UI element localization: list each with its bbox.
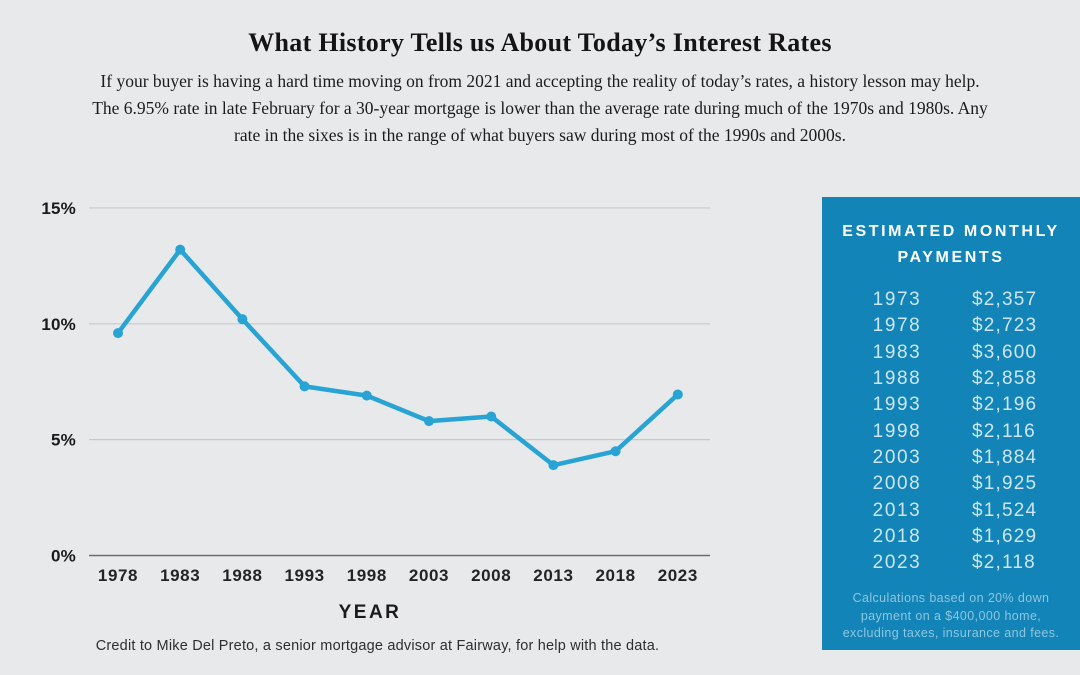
- x-tick-label: 1978: [98, 566, 138, 585]
- payment-year: 2018: [872, 525, 922, 547]
- y-tick-label: 5%: [51, 431, 76, 450]
- payments-panel-heading: ESTIMATED MONTHLY PAYMENTS: [842, 223, 1060, 266]
- payment-amount: $2,118: [972, 552, 1036, 574]
- payment-year: 1988: [872, 368, 922, 390]
- payment-row: 2018 $1,629: [822, 524, 1080, 550]
- x-tick-label: 1988: [222, 566, 262, 585]
- data-point-marker: [672, 389, 683, 400]
- data-point-marker: [299, 381, 310, 392]
- payment-row: 2008 $1,925: [822, 471, 1080, 497]
- interest-rate-line-chart: 0% 5% 10% 15% 1978 1983 1988 1993 1998 2003 2008 20…: [41, 199, 710, 585]
- payment-row: 1973 $2,357: [822, 287, 1080, 313]
- data-point-marker: [113, 328, 123, 339]
- page-subtitle: If your buyer is having a hard time movi…: [92, 71, 988, 145]
- payment-amount: $1,925: [972, 473, 1038, 495]
- payment-row: 2023 $2,118: [822, 550, 1080, 576]
- payment-year: 1998: [872, 420, 922, 442]
- rate-line-series: [115, 247, 681, 468]
- payment-amount: $1,524: [972, 499, 1038, 521]
- payment-year: 2008: [872, 473, 922, 495]
- payment-amount: $1,884: [972, 446, 1038, 468]
- payment-row: 1998 $2,116: [822, 418, 1080, 444]
- payment-row: 1988 $2,858: [822, 366, 1080, 392]
- data-point-marker: [237, 314, 248, 325]
- data-point-marker: [548, 460, 559, 471]
- payment-row: 1993 $2,196: [822, 392, 1080, 418]
- x-tick-label: 1998: [347, 566, 387, 585]
- payment-year: 1973: [872, 289, 922, 311]
- x-axis-title: YEAR: [338, 602, 402, 623]
- x-tick-label: 2003: [409, 566, 449, 585]
- x-tick-label: 2023: [658, 566, 698, 585]
- page-title: What History Tells us About Today’s Inte…: [248, 28, 832, 57]
- payment-year: 1983: [872, 341, 922, 363]
- data-point-marker: [610, 446, 621, 457]
- payment-year: 1978: [872, 315, 922, 337]
- payment-row: 2003 $1,884: [822, 445, 1080, 471]
- payment-row: 2013 $1,524: [822, 497, 1080, 523]
- payment-amount: $2,723: [972, 315, 1038, 337]
- x-tick-label: 1993: [284, 566, 324, 585]
- payment-row: 1978 $2,723: [822, 313, 1080, 339]
- data-point-marker: [486, 411, 497, 422]
- payment-year: 1993: [872, 394, 922, 416]
- payment-year: 2013: [872, 499, 922, 521]
- payments-panel: ESTIMATED MONTHLY PAYMENTS 1973 $2,357 197…: [822, 197, 1080, 650]
- data-point-marker: [424, 416, 434, 427]
- payment-amount: $2,196: [972, 394, 1038, 416]
- payment-year: 2003: [872, 446, 922, 468]
- y-tick-label: 0%: [51, 547, 76, 566]
- x-tick-label: 2008: [471, 566, 511, 585]
- payment-amount: $2,116: [972, 420, 1036, 442]
- credit-line: Credit to Mike Del Preto, a senior mortg…: [95, 638, 660, 654]
- payment-amount: $1,629: [972, 525, 1038, 547]
- y-tick-label: 10%: [41, 315, 76, 334]
- payments-table: 1973 $2,357 1978 $2,723 1983 $3,600 1988 $2,858…: [822, 287, 1080, 576]
- payments-panel-footnote: Calculations based on 20% down payment o…: [842, 591, 1060, 641]
- x-tick-label: 2013: [533, 566, 573, 585]
- x-tick-label: 1983: [160, 566, 200, 585]
- y-tick-label: 15%: [41, 199, 76, 218]
- payment-row: 1983 $3,600: [822, 340, 1080, 366]
- payment-amount: $3,600: [972, 341, 1038, 363]
- x-tick-label: 2018: [595, 566, 635, 585]
- data-point-marker: [361, 390, 372, 401]
- payment-amount: $2,357: [972, 289, 1038, 311]
- data-point-marker: [175, 244, 186, 255]
- payment-amount: $2,858: [972, 368, 1038, 390]
- payment-year: 2023: [872, 552, 922, 574]
